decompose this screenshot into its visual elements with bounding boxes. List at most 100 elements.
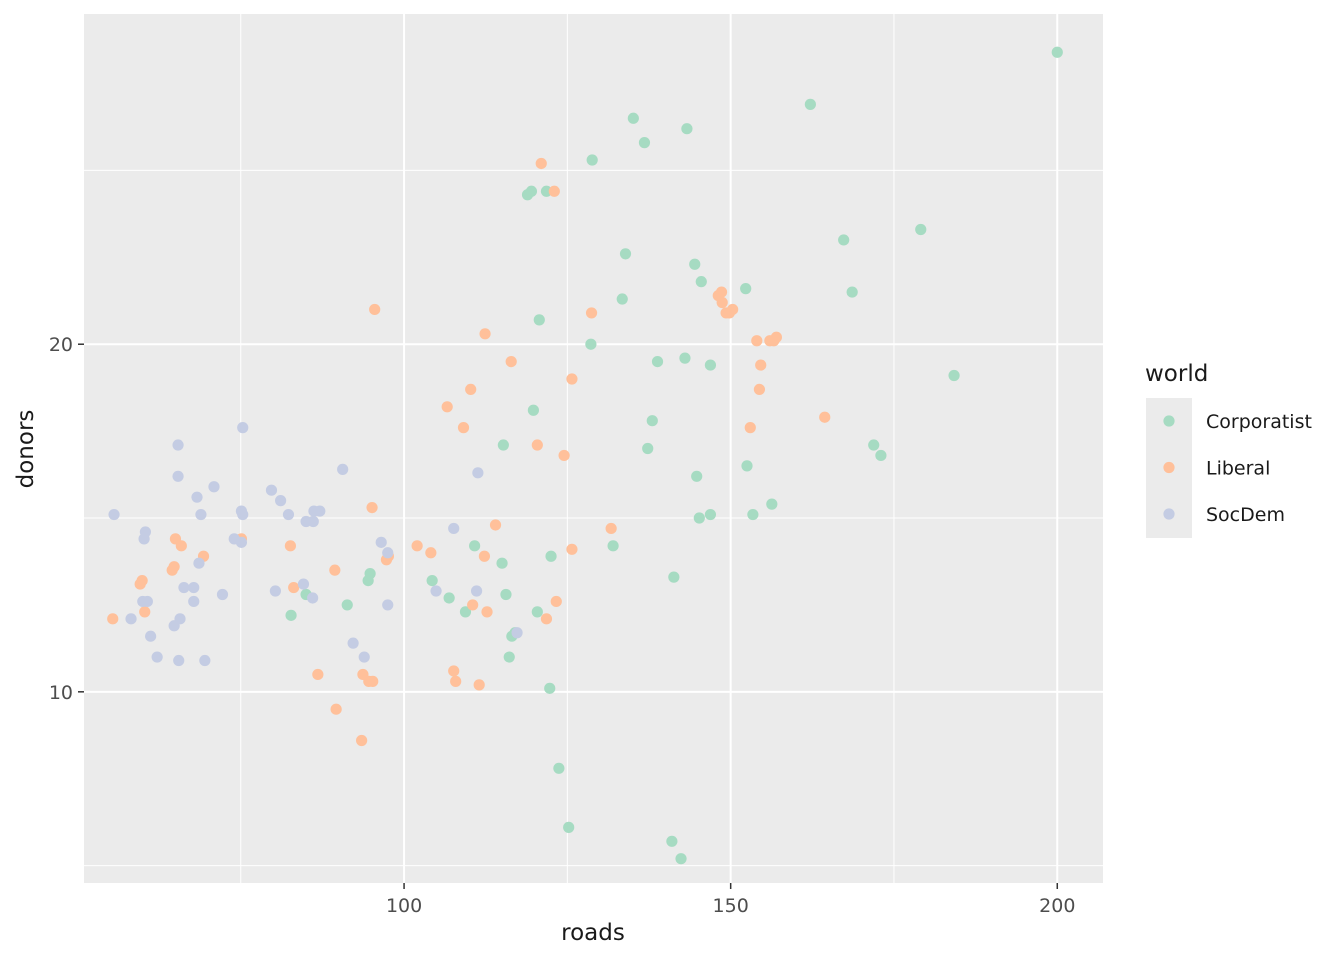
- points: [107, 46, 1063, 865]
- point-socdem: [275, 495, 287, 507]
- point-corporatist: [627, 112, 639, 124]
- point-socdem: [168, 620, 180, 632]
- point-corporatist: [651, 356, 664, 368]
- point-corporatist: [741, 460, 753, 472]
- point-liberal: [465, 383, 477, 396]
- point-liberal: [566, 373, 578, 385]
- point-corporatist: [740, 283, 752, 295]
- point-corporatist: [646, 415, 658, 427]
- point-corporatist: [533, 314, 545, 326]
- point-liberal: [585, 307, 598, 319]
- point-corporatist: [553, 762, 565, 774]
- point-socdem: [125, 613, 137, 625]
- point-socdem: [235, 536, 248, 548]
- point-corporatist: [666, 835, 678, 847]
- x-tick-label: 200: [1039, 895, 1075, 917]
- point-socdem: [511, 627, 523, 639]
- point-corporatist: [747, 508, 759, 521]
- point-socdem: [145, 630, 157, 642]
- point-corporatist: [1051, 46, 1063, 58]
- point-socdem: [470, 585, 483, 597]
- point-corporatist: [638, 137, 651, 149]
- point-corporatist: [691, 470, 703, 482]
- point-corporatist: [838, 234, 850, 246]
- point-corporatist: [875, 449, 887, 462]
- point-corporatist: [503, 651, 515, 663]
- point-socdem: [307, 515, 319, 528]
- point-corporatist: [586, 154, 598, 166]
- x-tick-label: 150: [713, 895, 749, 917]
- point-socdem: [141, 595, 153, 608]
- point-corporatist: [459, 606, 472, 618]
- point-socdem: [138, 533, 150, 545]
- point-corporatist: [868, 439, 880, 451]
- point-liberal: [329, 564, 341, 576]
- point-socdem: [172, 439, 184, 451]
- point-socdem: [375, 536, 387, 548]
- point-socdem: [199, 654, 211, 667]
- point-corporatist: [521, 189, 534, 201]
- point-corporatist: [527, 404, 540, 416]
- point-corporatist: [804, 98, 816, 110]
- y-axis-title: donors: [13, 410, 39, 489]
- point-socdem: [188, 581, 200, 594]
- point-liberal: [448, 665, 460, 677]
- point-liberal: [489, 519, 502, 531]
- point-liberal: [312, 668, 324, 681]
- point-corporatist: [500, 588, 512, 601]
- point-socdem: [191, 491, 203, 503]
- point-corporatist: [766, 498, 778, 510]
- point-liberal: [411, 540, 423, 552]
- point-corporatist: [540, 185, 553, 197]
- point-corporatist: [693, 512, 705, 524]
- point-liberal: [744, 422, 756, 434]
- point-liberal: [478, 550, 491, 562]
- point-liberal: [753, 383, 766, 396]
- point-liberal: [473, 679, 485, 691]
- point-liberal: [770, 331, 782, 343]
- point-corporatist: [607, 540, 619, 552]
- point-liberal: [540, 613, 553, 625]
- point-corporatist: [689, 258, 701, 270]
- point-liberal: [369, 303, 381, 316]
- point-liberal: [441, 401, 453, 413]
- point-liberal: [175, 540, 187, 552]
- point-socdem: [269, 585, 281, 597]
- point-socdem: [108, 508, 120, 521]
- point-corporatist: [497, 439, 509, 451]
- point-socdem: [237, 508, 249, 521]
- legend-key-liberal: [1163, 461, 1175, 474]
- point-socdem: [265, 484, 278, 496]
- point-socdem: [151, 651, 163, 663]
- point-liberal: [716, 296, 728, 309]
- point-socdem: [382, 547, 394, 559]
- point-socdem: [430, 585, 442, 597]
- point-liberal: [481, 606, 493, 618]
- point-liberal: [558, 449, 570, 462]
- point-liberal: [819, 411, 831, 423]
- point-corporatist: [563, 821, 575, 833]
- point-corporatist: [585, 338, 597, 350]
- y-axis: 10 20: [49, 334, 84, 704]
- point-corporatist: [531, 606, 543, 618]
- point-liberal: [479, 328, 491, 340]
- point-corporatist: [675, 853, 687, 865]
- point-liberal: [288, 581, 300, 594]
- point-socdem: [216, 588, 229, 601]
- point-liberal: [450, 675, 462, 687]
- point-corporatist: [619, 248, 632, 260]
- point-liberal: [751, 335, 763, 347]
- point-socdem: [282, 508, 295, 521]
- point-socdem: [472, 467, 484, 479]
- point-liberal: [535, 157, 547, 170]
- y-tick-label: 20: [49, 334, 73, 356]
- point-corporatist: [341, 599, 353, 611]
- point-corporatist: [443, 592, 455, 604]
- point-socdem: [237, 422, 249, 434]
- point-socdem: [314, 505, 326, 517]
- point-corporatist: [681, 123, 693, 135]
- point-liberal: [367, 675, 379, 687]
- point-socdem: [178, 581, 190, 594]
- point-corporatist: [668, 571, 680, 583]
